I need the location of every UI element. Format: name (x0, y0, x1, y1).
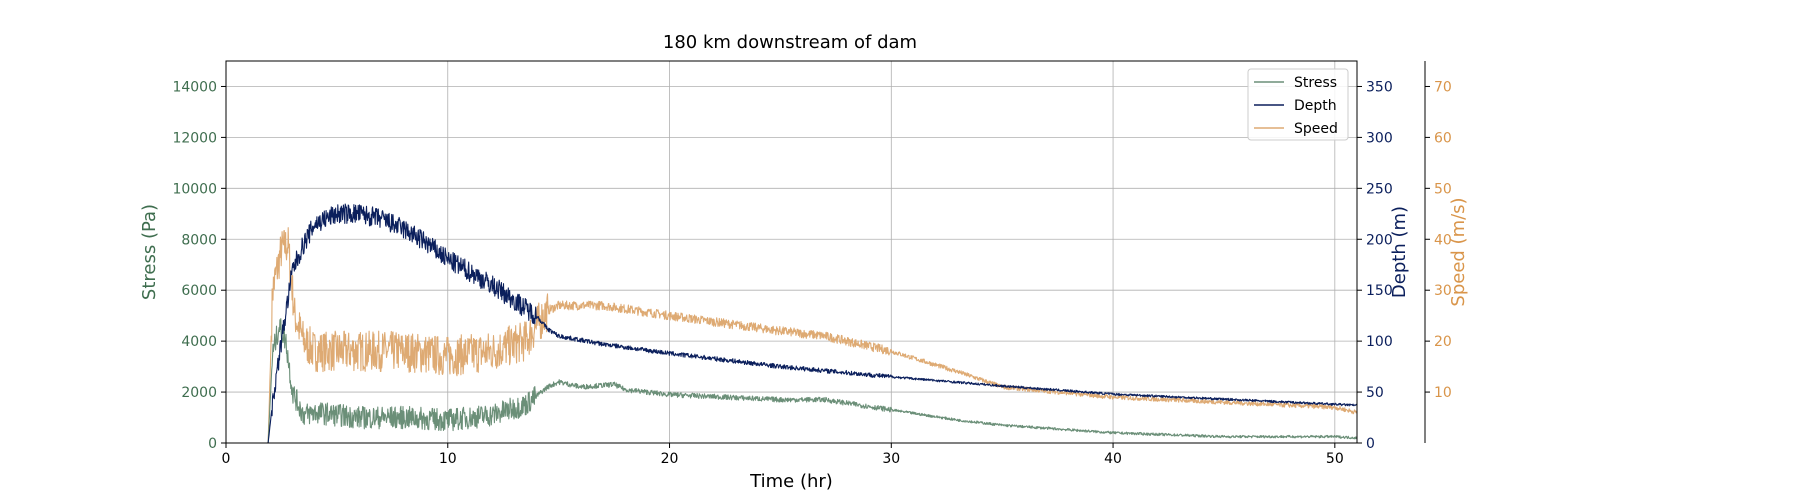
stress-tick-label: 4000 (181, 334, 217, 350)
x-axis-label: Time (hr) (749, 471, 833, 492)
stress-tick-label: 14000 (172, 79, 217, 95)
chart-title: 180 km downstream of dam (663, 32, 917, 53)
x-tick-label: 40 (1104, 451, 1122, 467)
legend: Stress Depth Speed (1247, 68, 1349, 141)
stress-tick-label: 8000 (181, 232, 217, 248)
x-tick-label: 30 (882, 451, 900, 467)
stress-tick-label: 6000 (181, 283, 217, 299)
series-line-stress (225, 318, 1358, 444)
series-line-depth (225, 203, 1358, 444)
depth-tick-label: 0 (1366, 436, 1375, 452)
depth-tick-label: 100 (1366, 334, 1393, 350)
speed-tick-label: 20 (1434, 334, 1452, 350)
depth-tick-label: 250 (1366, 181, 1393, 197)
depth-tick-label: 350 (1366, 79, 1393, 95)
speed-tick-label: 60 (1434, 130, 1452, 146)
speed-tick-label: 70 (1434, 79, 1452, 95)
legend-entry-speed: Speed (1294, 121, 1338, 137)
speed-tick-label: 10 (1434, 385, 1452, 401)
x-tick-label: 20 (661, 451, 679, 467)
x-tick-label: 10 (439, 451, 457, 467)
legend-entry-depth: Depth (1294, 98, 1337, 114)
legend-entry-stress: Stress (1294, 75, 1337, 91)
depth-tick-label: 50 (1366, 385, 1384, 401)
speed-tick-label: 50 (1434, 181, 1452, 197)
speed-tick-label: 30 (1434, 283, 1452, 299)
stress-tick-label: 2000 (181, 385, 217, 401)
axes: 0 10 20 30 40 5002000400060008000100001200014… (139, 61, 1469, 467)
speed-tick-label: 40 (1434, 232, 1452, 248)
x-tick-label: 50 (1326, 451, 1344, 467)
speed-axis-label: Speed (m/s) (1448, 197, 1469, 306)
depth-axis-label: Depth (m) (1389, 206, 1410, 298)
legend-box (1247, 68, 1349, 141)
depth-tick-label: 200 (1366, 232, 1393, 248)
stress-tick-label: 10000 (172, 181, 217, 197)
stress-axis-label: Stress (Pa) (139, 204, 160, 300)
plot-area (225, 203, 1358, 444)
stress-tick-label: 0 (208, 436, 217, 452)
stress-tick-label: 12000 (172, 130, 217, 146)
plot-frame (225, 60, 1358, 444)
x-tick-label: 0 (222, 451, 231, 467)
depth-tick-label: 150 (1366, 283, 1393, 299)
series-line-speed (225, 227, 1358, 444)
depth-tick-label: 300 (1366, 130, 1393, 146)
